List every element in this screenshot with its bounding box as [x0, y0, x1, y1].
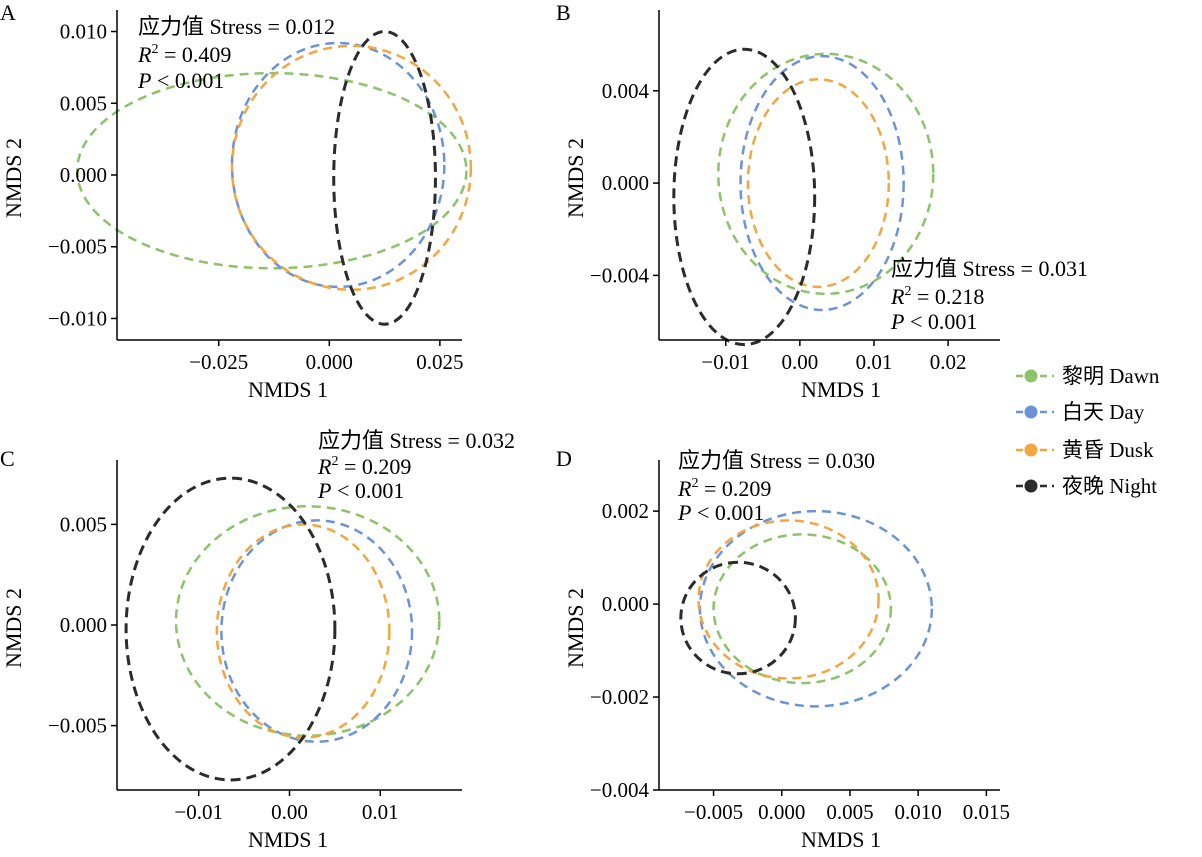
panel-d-stress: 应力值 Stress = 0.030 [678, 448, 875, 473]
panel-c-ytick-label: −0.005 [48, 714, 107, 738]
panel-a-ytick-label: −0.010 [48, 306, 107, 330]
panel-b-xtick-label: −0.01 [701, 350, 750, 374]
panel-b-ellipse-day [739, 54, 905, 312]
panel-d-ytick-label: −0.004 [590, 778, 650, 802]
panel-a-ellipse-dusk [230, 44, 473, 292]
panel-d-plot: −0.005 0.000 0.005 0.010 0.015 −0.004 −0.002 0.… [590, 460, 1010, 824]
panel-d-p: P < 0.001 [677, 500, 764, 525]
legend-label-night: 夜晚 Night [1062, 474, 1157, 498]
panel-a-xlabel: NMDS 1 [248, 377, 328, 402]
panel-b-xtick-label: 0.00 [781, 350, 818, 374]
panel-d-ellipse-dawn [712, 533, 893, 685]
legend-label-day: 白天 Day [1062, 400, 1145, 424]
panel-d-ytick-label: −0.002 [590, 685, 649, 709]
panel-d-ytick-label: 0.002 [602, 499, 649, 523]
panel-c-ellipse-dawn [174, 505, 441, 737]
panel-b: B −0.01 0.00 0.01 0.02 −0.004 0.000 0.004 NMDS… [556, 0, 1088, 402]
panel-a: A −0.025 0.000 0.025 −0.010 −0.005 0.000 0.005… [0, 0, 473, 402]
panel-b-xlabel: NMDS 1 [801, 377, 881, 402]
panel-a-xtick-label: 0.000 [306, 350, 353, 374]
panel-b-r2: R2 = 0.218 [890, 284, 984, 309]
panel-c-xtick-label: 0.01 [362, 800, 399, 824]
panel-d-xtick-label: 0.010 [895, 800, 942, 824]
panel-letter-a: A [0, 0, 16, 25]
panel-b-xtick-label: 0.02 [930, 350, 967, 374]
panel-b-ellipse-dawn [717, 52, 935, 296]
legend-marker-day [1024, 405, 1038, 419]
panel-c-xtick-label: −0.01 [174, 800, 223, 824]
panel-d-ellipse-dusk [697, 519, 880, 680]
panel-a-xtick-label: −0.025 [189, 350, 248, 374]
legend-item-day: 白天 Day [1016, 400, 1145, 424]
panel-c-p: P < 0.001 [317, 478, 404, 503]
panel-c-plot: −0.01 0.00 0.01 −0.005 0.000 0.005 [48, 460, 462, 824]
legend-marker-dusk [1024, 443, 1038, 457]
panel-b-p: P < 0.001 [890, 309, 977, 334]
legend-item-dusk: 黄昏 Dusk [1016, 438, 1154, 462]
panel-a-stress: 应力值 Stress = 0.012 [138, 14, 335, 39]
panel-c-xlabel: NMDS 1 [248, 827, 328, 852]
panel-b-xtick-label: 0.01 [856, 350, 893, 374]
panel-c-ellipse-dusk [215, 523, 391, 739]
panel-a-ylabel: NMDS 2 [1, 138, 26, 218]
legend-item-dawn: 黎明 Dawn [1016, 364, 1160, 388]
panel-a-ytick-label: 0.000 [60, 163, 107, 187]
panel-b-stress: 应力值 Stress = 0.031 [891, 256, 1088, 281]
panel-d-xtick-label: 0.015 [963, 800, 1010, 824]
panel-c-r2: R2 = 0.209 [317, 454, 411, 479]
panel-letter-d: D [556, 446, 572, 471]
panel-b-ytick-label: −0.004 [590, 263, 650, 287]
panel-c-ytick-label: 0.005 [60, 512, 107, 536]
panel-c-ylabel: NMDS 2 [1, 588, 26, 668]
panel-d-r2: R2 = 0.209 [677, 476, 771, 501]
legend-label-dawn: 黎明 Dawn [1062, 364, 1160, 388]
panel-a-ytick-label: −0.005 [48, 235, 107, 259]
panel-b-ellipse-dusk [746, 77, 891, 289]
panel-d: D −0.005 0.000 0.005 0.010 0.015 −0.004 −0.002… [556, 446, 1010, 852]
panel-a-plot: −0.025 0.000 0.025 −0.010 −0.005 0.000 0.005 0.… [48, 10, 473, 374]
panel-c-ellipse-night [124, 476, 337, 782]
panel-c: C −0.01 0.00 0.01 −0.005 0.000 0.005 NMDS 1 N… [0, 428, 515, 852]
panel-b-ytick-label: 0.000 [602, 171, 649, 195]
panel-letter-c: C [0, 446, 15, 471]
panel-d-ellipse-day [698, 509, 934, 708]
panel-d-ylabel: NMDS 2 [563, 588, 588, 668]
legend-label-dusk: 黄昏 Dusk [1062, 438, 1154, 462]
panel-b-ytick-label: 0.004 [602, 79, 650, 103]
panel-c-stress: 应力值 Stress = 0.032 [318, 428, 515, 453]
panel-c-ellipse-day [220, 519, 414, 743]
panel-a-ytick-label: 0.010 [60, 20, 107, 44]
panel-letter-b: B [556, 0, 571, 25]
legend-item-night: 夜晚 Night [1016, 474, 1157, 498]
panel-a-ellipse-day [230, 41, 446, 289]
panel-d-xtick-label: 0.005 [826, 800, 873, 824]
panel-a-ellipse-night [332, 30, 437, 326]
panel-b-plot: −0.01 0.00 0.01 0.02 −0.004 0.000 0.004 [590, 10, 1000, 374]
panel-d-xtick-label: 0.000 [758, 800, 805, 824]
panel-d-xlabel: NMDS 1 [801, 827, 881, 852]
panel-a-ellipse-dawn [75, 71, 468, 270]
panel-b-ylabel: NMDS 2 [563, 138, 588, 218]
panel-d-ellipse-night [679, 560, 797, 676]
panel-a-r2: R2 = 0.409 [137, 42, 231, 67]
panel-b-ellipse-night [672, 47, 817, 347]
panel-d-xtick-label: −0.005 [684, 800, 743, 824]
panel-a-xtick-label: 0.025 [416, 350, 463, 374]
panel-a-p: P < 0.001 [137, 68, 224, 93]
legend-marker-dawn [1024, 369, 1038, 383]
legend-marker-night [1024, 479, 1038, 493]
panel-d-ytick-label: 0.000 [602, 592, 649, 616]
panel-c-xtick-label: 0.00 [271, 800, 308, 824]
legend: 黎明 Dawn 白天 Day 黄昏 Dusk 夜晚 Night [1016, 364, 1160, 498]
panel-a-ytick-label: 0.005 [60, 91, 107, 115]
panel-c-ytick-label: 0.000 [60, 613, 107, 637]
